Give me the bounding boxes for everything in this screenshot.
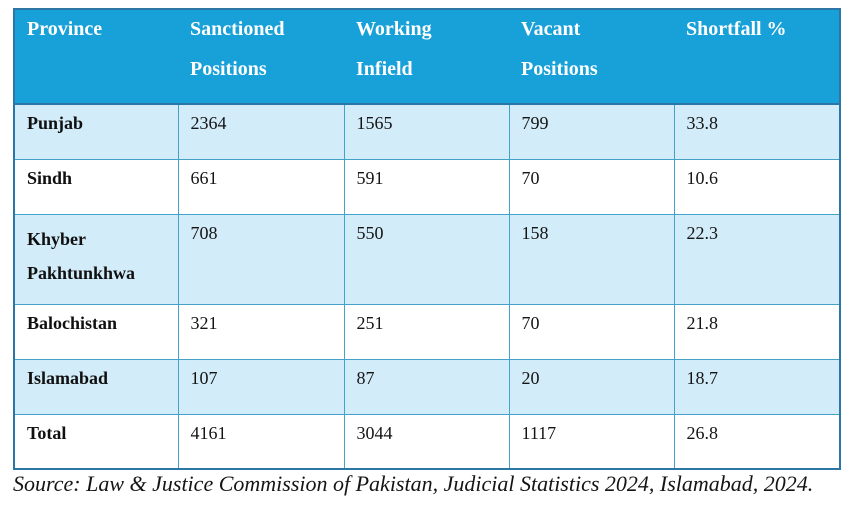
shortfall-cell: 26.8 xyxy=(673,413,841,470)
province-cell: Sindh xyxy=(13,158,179,215)
working-cell: 1565 xyxy=(343,103,510,160)
sanctioned-cell: 661 xyxy=(177,158,345,215)
working-cell: 550 xyxy=(343,213,510,305)
sanctioned-cell: 321 xyxy=(177,303,345,360)
table-row-khyber-pakhtunkhwa: Khyber Pakhtunkhwa 708 550 158 22.3 xyxy=(13,213,841,305)
province-cell: Total xyxy=(13,413,179,470)
sanctioned-cell: 708 xyxy=(177,213,345,305)
vacant-cell: 799 xyxy=(508,103,675,160)
working-cell: 591 xyxy=(343,158,510,215)
col-header-sanctioned-positions: Sanctioned Positions xyxy=(178,9,344,105)
table-row-sindh: Sindh 661 591 70 10.6 xyxy=(13,158,841,215)
header-line: Shortfall % xyxy=(686,18,787,40)
province-cell: Islamabad xyxy=(13,358,179,415)
col-header-working-infield: Working Infield xyxy=(344,9,509,105)
vacant-cell: 70 xyxy=(508,158,675,215)
header-line: Working xyxy=(356,18,432,40)
province-cell: Khyber Pakhtunkhwa xyxy=(13,213,179,305)
sanctioned-cell: 107 xyxy=(177,358,345,415)
working-cell: 87 xyxy=(343,358,510,415)
table-row-punjab: Punjab 2364 1565 799 33.8 xyxy=(13,103,841,160)
vacant-cell: 1117 xyxy=(508,413,675,470)
province-cell: Balochistan xyxy=(13,303,179,360)
province-cell: Punjab xyxy=(13,103,179,160)
header-line: Sanctioned xyxy=(190,18,285,40)
col-header-shortfall-percent: Shortfall % xyxy=(674,9,840,105)
shortfall-cell: 33.8 xyxy=(673,103,841,160)
shortfall-cell: 10.6 xyxy=(673,158,841,215)
col-header-vacant-positions: Vacant Positions xyxy=(509,9,674,105)
header-line: Positions xyxy=(190,58,267,80)
working-cell: 3044 xyxy=(343,413,510,470)
working-cell: 251 xyxy=(343,303,510,360)
header-line: Province xyxy=(27,18,103,40)
shortfall-cell: 22.3 xyxy=(673,213,841,305)
vacant-cell: 20 xyxy=(508,358,675,415)
sanctioned-cell: 4161 xyxy=(177,413,345,470)
col-header-province: Province xyxy=(14,9,178,105)
source-note: Source: Law & Justice Commission of Paki… xyxy=(13,471,814,496)
vacant-cell: 158 xyxy=(508,213,675,305)
shortfall-cell: 18.7 xyxy=(673,358,841,415)
header-row: Province Sanctioned Positions Working In… xyxy=(14,9,840,105)
table-row-islamabad: Islamabad 107 87 20 18.7 xyxy=(13,358,841,415)
header-line: Positions xyxy=(521,58,598,80)
header-line: Vacant xyxy=(521,18,581,40)
vacant-cell: 70 xyxy=(508,303,675,360)
table-row-total: Total 4161 3044 1117 26.8 xyxy=(13,413,841,470)
judicial-statistics-table: Province Sanctioned Positions Working In… xyxy=(13,8,841,470)
header-line: Infield xyxy=(356,58,413,80)
shortfall-cell: 21.8 xyxy=(673,303,841,360)
table-row-balochistan: Balochistan 321 251 70 21.8 xyxy=(13,303,841,360)
sanctioned-cell: 2364 xyxy=(177,103,345,160)
